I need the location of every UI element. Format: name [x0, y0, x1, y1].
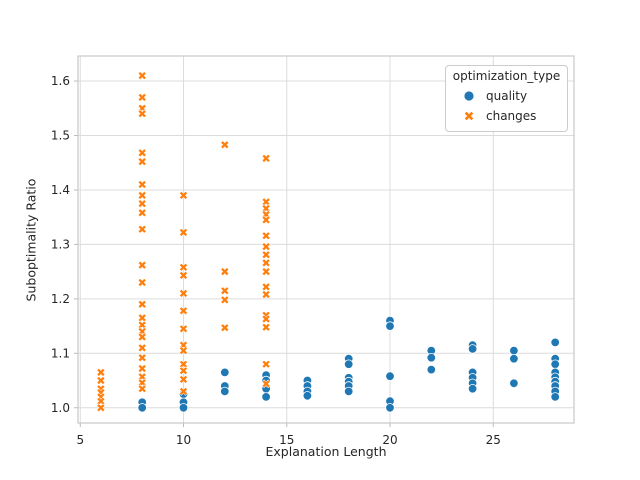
scatter-point-changes [137, 93, 147, 102]
scatter-point-changes [96, 376, 106, 385]
scatter-point-changes [179, 324, 188, 334]
scatter-point-changes [96, 403, 106, 413]
scatter-point-quality [178, 403, 189, 413]
scatter-point-changes [261, 250, 271, 260]
scatter-point-changes [261, 267, 271, 276]
scatter-point-changes [137, 199, 147, 208]
x-axis-label: Explanation Length [265, 444, 387, 459]
scatter-point-quality [426, 353, 437, 363]
scatter-point-changes [261, 242, 271, 251]
scatter-point-changes [261, 215, 271, 225]
scatter-point-changes [179, 375, 188, 384]
y-tick-label: 1.1 [51, 346, 70, 360]
scatter-point-changes [220, 286, 230, 296]
scatter-point-changes [137, 278, 147, 287]
scatter-point-changes [137, 157, 147, 166]
scatter-point-changes [220, 295, 230, 305]
scatter-point-quality [509, 345, 519, 356]
scatter-point-changes [137, 71, 147, 80]
scatter-point-changes [137, 299, 147, 309]
y-tick-label: 1.5 [51, 128, 70, 142]
scatter-point-changes [179, 366, 188, 376]
scatter-point-changes [261, 282, 271, 292]
scatter-point-changes [261, 154, 271, 163]
x-tick-label: 20 [382, 433, 397, 447]
scatter-point-changes [179, 191, 188, 200]
scatter-point-quality [550, 359, 560, 369]
legend-label-quality: quality [486, 89, 528, 103]
scatter-point-quality [137, 403, 147, 413]
legend-item-changes: changes [452, 106, 561, 126]
scatter-point-changes [261, 290, 271, 299]
scatter-point-changes [179, 289, 188, 298]
scatter-point-changes [179, 346, 188, 355]
scatter-point-quality [467, 344, 478, 354]
scatter-point-changes [261, 379, 271, 389]
y-tick-label: 1.3 [51, 237, 70, 251]
scatter-point-quality [426, 364, 437, 375]
y-tick-label: 1.0 [51, 401, 70, 415]
scatter-point-quality [261, 392, 271, 402]
legend-item-quality: quality [452, 86, 561, 106]
scatter-point-changes [96, 368, 106, 377]
scatter-point-quality [220, 386, 230, 397]
legend: optimization_type quality changes [445, 65, 568, 132]
x-tick-label: 25 [486, 433, 501, 447]
scatter-point-quality [385, 371, 395, 381]
scatter-point-changes [137, 364, 147, 373]
plot-border [77, 55, 575, 424]
scatter-point-quality [344, 359, 354, 369]
x-tick-label: 10 [176, 433, 191, 447]
scatter-point-changes [137, 148, 147, 158]
scatter-point-changes [137, 343, 147, 353]
scatter-point-quality [550, 337, 560, 348]
scatter-point-changes [261, 197, 271, 207]
scatter-point-changes [179, 306, 188, 316]
scatter-point-changes [179, 271, 188, 280]
x-tick-label: 15 [279, 433, 294, 447]
scatter-point-changes [179, 228, 188, 237]
scatter-point-changes [261, 231, 271, 241]
legend-label-changes: changes [486, 109, 537, 123]
scatter-point-quality [385, 321, 395, 331]
scatter-point-changes [261, 359, 271, 369]
scatter-point-changes [137, 224, 147, 234]
scatter-point-changes [137, 313, 147, 323]
scatter-point-changes [261, 258, 271, 268]
scatter-point-changes [220, 140, 230, 150]
scatter-point-changes [137, 332, 147, 342]
scatter-point-quality [302, 391, 313, 401]
scatter-point-changes [137, 191, 147, 200]
x-tick-label: 5 [76, 433, 84, 447]
scatter-point-changes [137, 384, 147, 394]
y-tick-label: 1.4 [51, 183, 70, 197]
y-axis-label: Suboptimality Ratio [23, 178, 39, 302]
scatter-point-changes [220, 323, 230, 333]
scatter-point-changes [137, 180, 147, 189]
scatter-point-changes [137, 208, 147, 218]
circle-marker-icon [452, 89, 486, 103]
y-tick-label: 1.6 [51, 74, 70, 88]
scatter-point-changes [137, 260, 147, 270]
scatter-point-quality [509, 354, 519, 364]
scatter-point-changes [137, 353, 147, 363]
scatter-point-quality [220, 367, 230, 378]
scatter-point-quality [550, 392, 560, 402]
scatter-point-quality [509, 378, 519, 389]
y-tick-label: 1.2 [51, 292, 70, 306]
scatter-point-changes [261, 322, 271, 332]
legend-title: optimization_type [452, 69, 561, 83]
scatter-point-quality [467, 384, 478, 394]
scatter-point-quality [385, 403, 395, 413]
scatter-point-changes [179, 387, 188, 396]
x-marker-icon [452, 109, 486, 123]
scatter-point-changes [220, 267, 230, 276]
scatter-point-quality [344, 386, 354, 397]
scatter-point-changes [137, 109, 147, 119]
